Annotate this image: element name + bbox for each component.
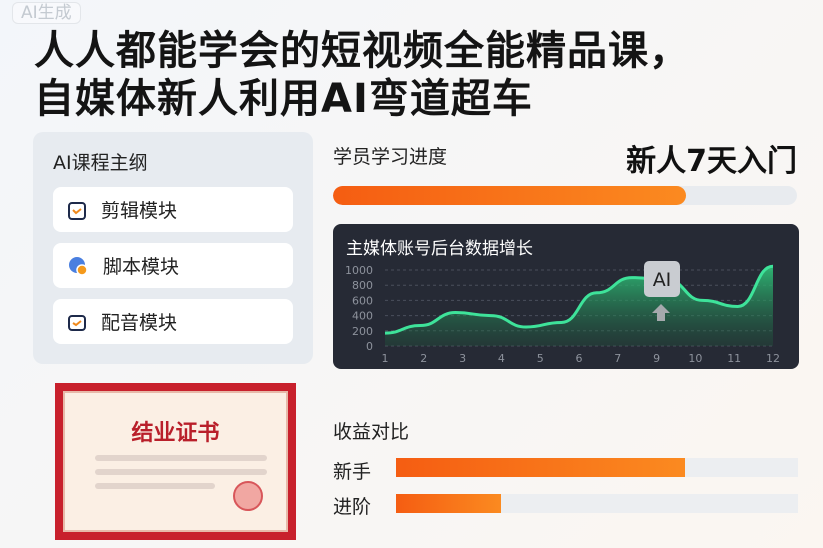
text-line: [95, 469, 267, 475]
revenue-fill: [396, 494, 501, 513]
revenue-title: 收益对比: [333, 421, 410, 443]
seal-icon: [233, 481, 263, 511]
revenue-bar-advanced: [396, 494, 798, 513]
ai-badge: [644, 261, 680, 297]
title-line-2: 自媒体新人利用AI弯道超车: [34, 76, 533, 122]
module-editing[interactable]: 剪辑模块: [53, 187, 293, 232]
chat-badge-icon: [69, 256, 88, 276]
module-label: 剪辑模块: [101, 200, 178, 222]
page-title: 人人都能学会的短视频全能精品课， 自媒体新人利用AI弯道超车: [34, 27, 690, 123]
progress-badge: 新人7天入门: [626, 144, 797, 179]
series-line: [384, 264, 774, 335]
module-script[interactable]: 脚本模块: [53, 243, 293, 288]
x-tick-label: 5: [537, 352, 544, 365]
y-tick-label: 800: [352, 279, 373, 292]
x-tick-label: 3: [459, 352, 466, 365]
revenue-label-novice: 新手: [333, 461, 372, 483]
x-tick-label: 6: [576, 352, 583, 365]
certificate: 结业证书: [55, 383, 296, 540]
x-tick-label: 4: [498, 352, 505, 365]
x-tick-label: 9: [653, 352, 660, 365]
y-tick-label: 400: [352, 310, 373, 323]
x-tick-label: 7: [614, 352, 621, 365]
certificate-title: 结业证书: [131, 421, 220, 446]
ai-badge-label: AI: [653, 269, 672, 291]
module-label: 脚本模块: [103, 256, 180, 278]
progress-fill: [333, 186, 686, 205]
text-line: [95, 483, 215, 489]
chart-title: 主媒体账号后台数据增长: [346, 239, 533, 259]
revenue-fill: [396, 458, 686, 477]
progress-bar: [333, 186, 797, 205]
ai-watermark: AI生成: [12, 2, 81, 24]
revenue-bar-novice: [396, 458, 798, 477]
revenue-label-advanced: 进阶: [333, 496, 372, 518]
progress-label: 学员学习进度: [333, 146, 448, 168]
y-tick-label: 600: [352, 294, 373, 307]
title-line-1: 人人都能学会的短视频全能精品课，: [34, 28, 690, 74]
course-outline-panel: AI课程主纲 剪辑模块 脚本模块 配音模块: [33, 132, 313, 364]
module-voiceover[interactable]: 配音模块: [53, 299, 293, 344]
growth-chart: 主媒体账号后台数据增长 0 200 400 600 800 1000 1 2 3 4 5 6 7 9 10 1…: [333, 224, 799, 369]
x-tick-label: 10: [688, 352, 702, 365]
box-check-icon: [68, 314, 86, 331]
outline-title: AI课程主纲: [53, 152, 148, 174]
y-tick-label: 0: [366, 340, 373, 353]
x-tick-label: 11: [727, 352, 741, 365]
y-tick-label: 1000: [345, 264, 373, 277]
x-tick-label: 12: [766, 352, 780, 365]
y-tick-label: 200: [352, 325, 373, 338]
module-label: 配音模块: [101, 312, 178, 334]
x-tick-label: 1: [382, 352, 389, 365]
arrow-up-icon: [652, 304, 670, 321]
clipboard-check-icon: [68, 201, 86, 220]
text-line: [95, 455, 267, 461]
x-tick-label: 2: [420, 352, 427, 365]
